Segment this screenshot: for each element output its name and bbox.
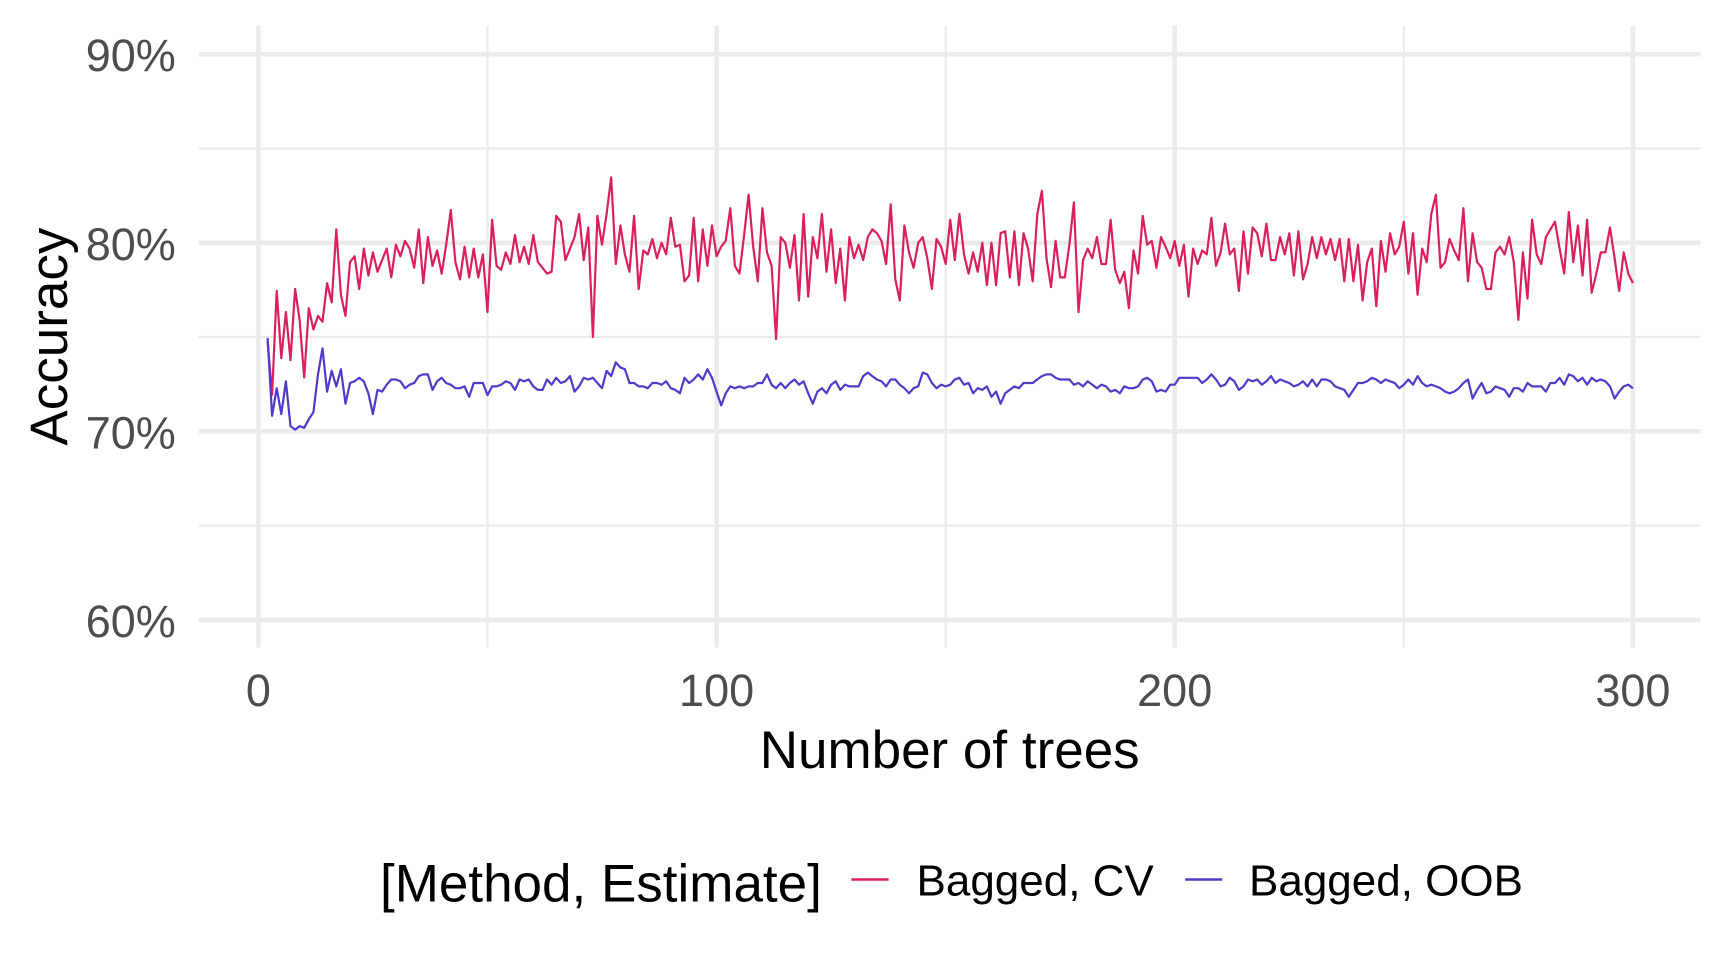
svg-text:[Method, Estimate]: [Method, Estimate]: [380, 855, 822, 914]
svg-text:300: 300: [1595, 665, 1670, 716]
svg-text:Accuracy: Accuracy: [20, 227, 79, 445]
svg-text:100: 100: [679, 665, 754, 716]
svg-text:200: 200: [1137, 665, 1212, 716]
svg-text:80%: 80%: [86, 219, 176, 270]
svg-text:Number of trees: Number of trees: [760, 721, 1140, 780]
svg-text:0: 0: [246, 665, 271, 716]
svg-text:60%: 60%: [86, 596, 176, 647]
svg-text:70%: 70%: [86, 407, 176, 458]
svg-text:90%: 90%: [86, 30, 176, 81]
svg-text:Bagged, CV: Bagged, CV: [917, 857, 1155, 906]
svg-text:Bagged, OOB: Bagged, OOB: [1249, 857, 1523, 906]
